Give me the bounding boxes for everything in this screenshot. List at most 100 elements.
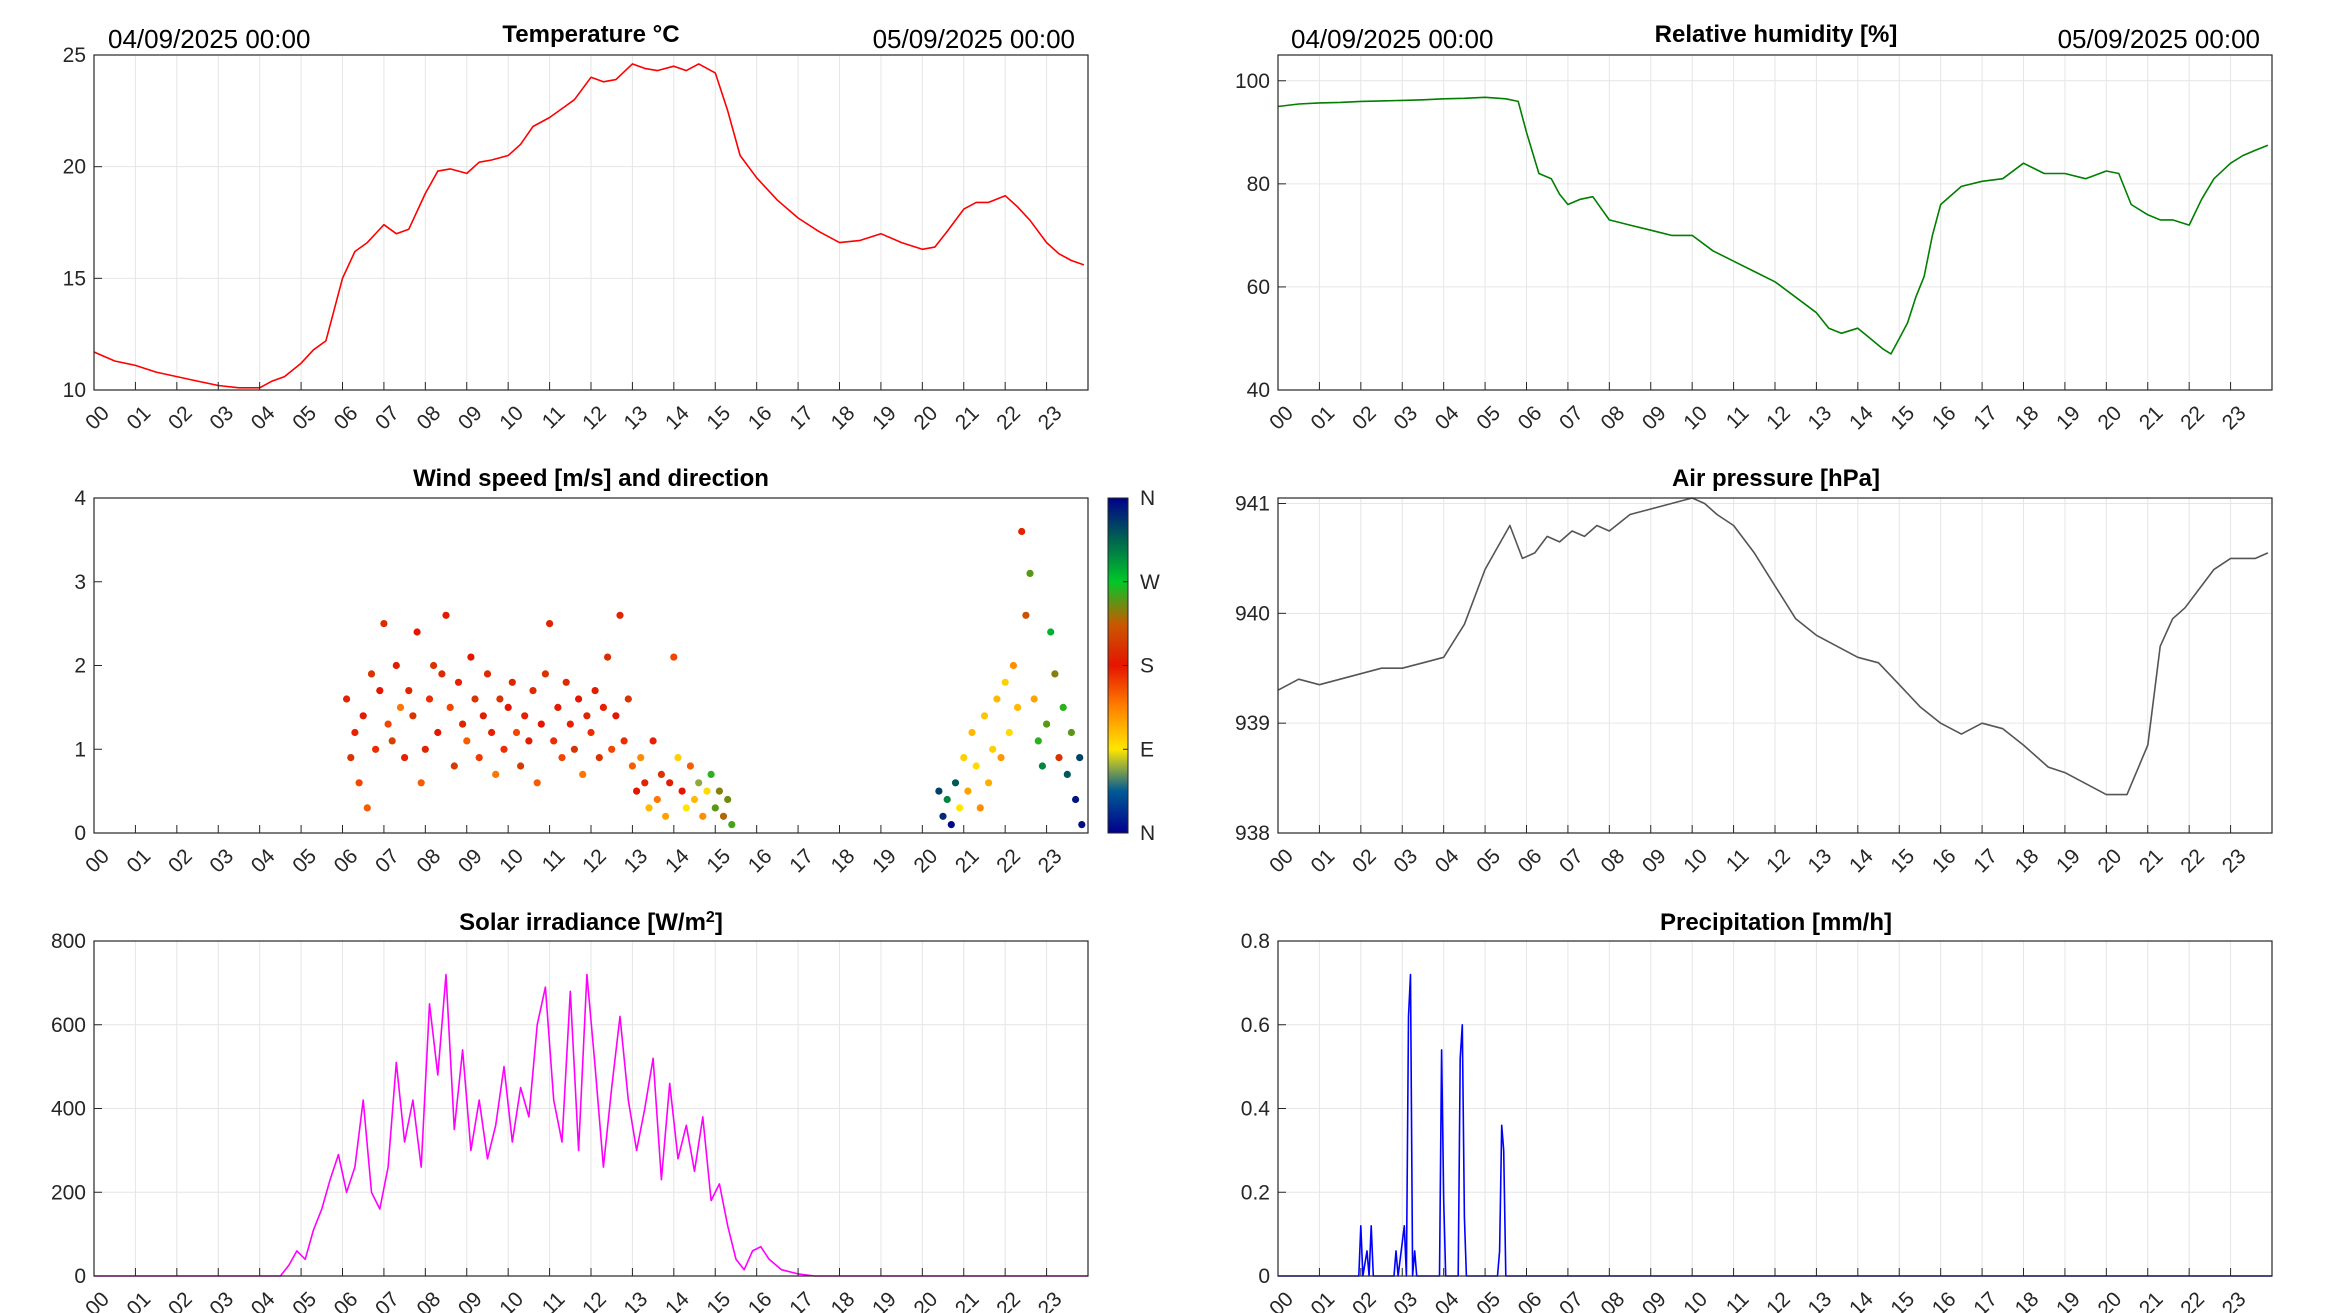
wind-point <box>1009 661 1018 670</box>
solar-xtick-label: 10 <box>495 1288 528 1313</box>
wind-point <box>450 762 458 770</box>
precipitation-xtick-label: 11 <box>1722 1288 1754 1313</box>
precipitation-xtick-label: 08 <box>1596 1288 1629 1313</box>
pressure-xtick-label: 17 <box>1969 845 2002 878</box>
wind-xtick-label: 17 <box>785 845 818 878</box>
solar-xtick-label: 21 <box>951 1288 984 1313</box>
wind-point <box>587 728 595 737</box>
solar-xtick-label: 00 <box>81 1288 114 1313</box>
wind-point <box>997 754 1005 762</box>
temperature-xtick-label: 11 <box>538 402 570 434</box>
solar-xtick-label: 04 <box>247 1287 280 1313</box>
wind-point <box>554 703 562 712</box>
wind-point <box>562 678 570 686</box>
wind-point <box>529 687 537 695</box>
humidity-xtick-label: 06 <box>1514 402 1547 435</box>
wind-point <box>570 745 579 753</box>
wind-point <box>935 787 943 795</box>
temperature-date-start: 04/09/2025 00:00 <box>108 24 310 54</box>
wind-ytick-label: 4 <box>74 487 86 510</box>
precipitation-ytick-label: 0.6 <box>1241 1014 1270 1037</box>
precipitation-ytick-label: 0 <box>1258 1265 1270 1288</box>
wind-point <box>537 720 545 728</box>
humidity-xtick-label: 20 <box>2093 402 2126 435</box>
wind-point <box>1034 737 1042 745</box>
humidity-xtick-label: 18 <box>2011 402 2044 435</box>
precipitation-xtick-label: 06 <box>1514 1288 1547 1313</box>
wind-ytick-label: 0 <box>74 822 86 845</box>
pressure-xtick-label: 04 <box>1431 844 1464 877</box>
wind-point <box>728 821 736 829</box>
humidity-series-line <box>1277 96 2269 355</box>
solar-series-line <box>94 973 1088 1277</box>
wind-point <box>686 762 695 770</box>
wind-point <box>1076 754 1084 762</box>
wind-point <box>583 712 591 720</box>
temperature-xtick-label: 18 <box>827 402 860 435</box>
wind-point <box>972 762 980 770</box>
wind-point <box>1051 670 1059 678</box>
precipitation-xtick-label: 00 <box>1265 1288 1298 1313</box>
humidity-xtick-label: 21 <box>2135 402 2168 435</box>
temperature-xtick-label: 05 <box>288 402 321 435</box>
humidity-ytick-label: 60 <box>1247 276 1270 299</box>
wind-point <box>964 787 972 795</box>
wind-point <box>496 695 504 703</box>
temperature-xtick-label: 00 <box>81 402 114 435</box>
solar-xtick-label: 16 <box>744 1288 777 1313</box>
wind-point <box>347 754 355 762</box>
solar-xtick-label: 07 <box>371 1288 404 1313</box>
wind-point <box>467 653 475 661</box>
temperature-series-line <box>93 63 1085 389</box>
wind-point <box>483 670 492 678</box>
humidity-xtick-label: 14 <box>1845 401 1878 434</box>
wind-xtick-label: 12 <box>578 845 611 878</box>
wind-point <box>558 754 566 762</box>
wind-xtick-label: 06 <box>330 845 363 878</box>
solar-xtick-label: 01 <box>123 1288 156 1313</box>
wind-xtick-label: 01 <box>123 845 156 878</box>
wind-point <box>1063 770 1071 779</box>
wind-point <box>492 770 500 779</box>
wind-point <box>960 754 968 762</box>
temperature-xtick-label: 19 <box>868 402 901 435</box>
wind-point <box>392 661 400 670</box>
wind-point <box>425 695 434 703</box>
pressure-xtick-label: 02 <box>1348 845 1381 878</box>
temperature-xtick-label: 14 <box>661 401 694 434</box>
pressure-series-line <box>1277 497 2269 796</box>
wind-point <box>434 728 442 737</box>
solar-title: Solar irradiance [W/m2] <box>459 909 723 937</box>
wind-point <box>620 737 628 745</box>
temperature-ytick-label: 20 <box>63 156 86 179</box>
precipitation-xtick-label: 14 <box>1845 1287 1878 1313</box>
wind-point <box>488 728 496 737</box>
wind-xtick-label: 07 <box>371 845 404 878</box>
pressure-xtick-label: 21 <box>2135 845 2168 878</box>
pressure-ytick-label: 938 <box>1235 822 1270 845</box>
wind-point <box>1072 795 1080 804</box>
wind-xtick-label: 22 <box>992 845 1025 878</box>
temperature-xtick-label: 09 <box>454 402 487 435</box>
wind-point <box>666 779 674 787</box>
wind-point <box>695 779 703 787</box>
wind-point <box>446 703 454 712</box>
temperature-xtick-label: 03 <box>205 402 238 435</box>
temperature-xtick-label: 16 <box>744 402 777 435</box>
wind-point <box>939 812 947 820</box>
precipitation-xtick-label: 09 <box>1638 1288 1671 1313</box>
wind-point <box>993 695 1001 703</box>
humidity-xtick-label: 08 <box>1596 402 1629 435</box>
solar-xtick-label: 09 <box>454 1288 487 1313</box>
temperature-xtick-label: 07 <box>371 402 404 435</box>
wind-point <box>512 728 521 737</box>
temperature-xtick-label: 02 <box>164 402 197 435</box>
temperature-xtick-label: 08 <box>412 402 445 435</box>
solar-xtick-label: 19 <box>868 1288 901 1313</box>
solar-xtick-label: 12 <box>578 1288 611 1313</box>
pressure-ytick-label: 941 <box>1235 492 1270 515</box>
humidity-panel: 04/09/2025 00:00 05/09/2025 00:00 Relati… <box>1235 21 2273 435</box>
solar-xtick-label: 05 <box>288 1288 321 1313</box>
precipitation-xtick-label: 22 <box>2176 1288 2209 1313</box>
